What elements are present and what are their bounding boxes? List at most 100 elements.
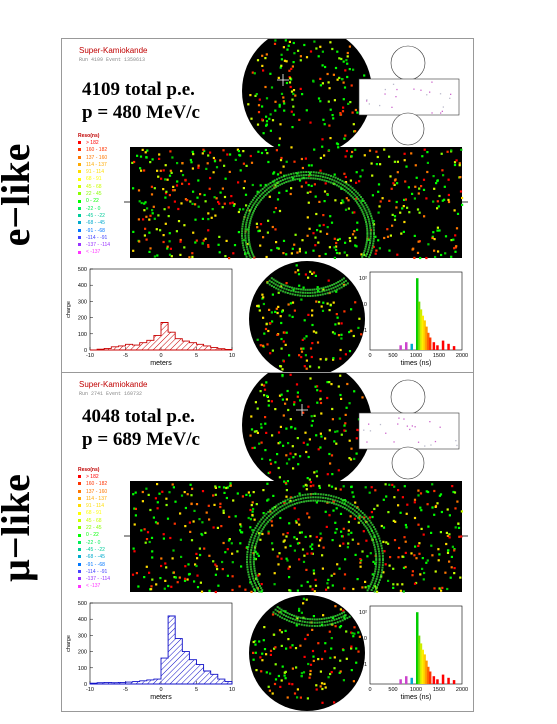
cherenkov-ring-hit <box>372 237 375 240</box>
pmt-hit <box>252 640 255 644</box>
pmt-hit <box>333 99 336 102</box>
pmt-hit <box>249 508 252 512</box>
cherenkov-ring-hit <box>337 281 340 283</box>
cherenkov-ring-hit <box>350 194 353 197</box>
pmt-hit <box>143 528 146 531</box>
time-histogram-bar <box>436 345 439 350</box>
legend-swatch <box>78 482 81 486</box>
cherenkov-ring-hit <box>363 513 366 516</box>
cherenkov-ring-hit <box>369 583 372 586</box>
cherenkov-ring-hit <box>380 547 383 550</box>
pmt-hit <box>414 164 417 167</box>
pmt-hit <box>312 572 316 575</box>
pmt-hit <box>219 159 222 162</box>
pmt-hit <box>261 297 264 300</box>
pmt-hit <box>186 578 189 581</box>
cherenkov-ring-hit <box>355 511 358 514</box>
pmt-hit <box>229 202 232 205</box>
pmt-hit <box>214 493 217 496</box>
pmt-hit <box>383 148 386 151</box>
cherenkov-ring-hit <box>355 196 358 199</box>
od-hit <box>456 444 458 447</box>
cherenkov-ring-hit <box>253 582 256 585</box>
pmt-hit <box>296 542 300 545</box>
pmt-hit <box>371 174 374 177</box>
pmt-hit <box>266 482 269 485</box>
cherenkov-ring-hit <box>244 239 247 242</box>
cherenkov-ring-hit <box>253 579 256 582</box>
pmt-hit <box>208 187 211 190</box>
cherenkov-ring-hit <box>371 523 374 526</box>
cherenkov-ring-hit <box>338 613 341 616</box>
pmt-hit <box>373 507 376 511</box>
pmt-hit <box>350 329 353 333</box>
pmt-hit <box>318 224 321 227</box>
pmt-hit <box>382 526 386 529</box>
pmt-hit <box>162 169 165 172</box>
cherenkov-ring-hit <box>255 524 258 527</box>
pmt-hit <box>280 64 283 67</box>
pmt-hit <box>184 506 187 510</box>
pmt-hit <box>320 537 323 540</box>
cherenkov-ring-hit <box>323 179 326 182</box>
pmt-hit <box>195 503 199 506</box>
cherenkov-ring-hit <box>248 254 251 257</box>
cherenkov-ring-hit <box>316 177 319 180</box>
pmt-hit <box>393 215 397 218</box>
pmt-hit <box>214 573 217 576</box>
pmt-hit <box>285 462 289 465</box>
pmt-hit <box>274 461 277 464</box>
pmt-hit <box>250 504 253 507</box>
pmt-hit <box>300 584 303 587</box>
pmt-hit <box>279 685 282 688</box>
cherenkov-ring-hit <box>297 291 300 294</box>
pmt-hit <box>304 535 307 538</box>
pmt-hit <box>308 438 311 441</box>
cherenkov-ring-hit <box>326 285 329 288</box>
cherenkov-ring-hit <box>325 173 328 176</box>
time-histogram-bar <box>410 343 413 350</box>
pmt-hit <box>319 45 322 48</box>
pmt-hit <box>446 534 449 537</box>
cherenkov-ring-hit <box>241 232 243 235</box>
pmt-hit <box>289 646 292 649</box>
pmt-hit <box>277 431 281 434</box>
pmt-hit <box>275 149 278 152</box>
pmt-hit <box>309 585 312 588</box>
pmt-hit <box>347 207 350 210</box>
pmt-hit <box>149 214 152 217</box>
pmt-hit <box>260 423 263 426</box>
cherenkov-ring-hit <box>247 250 250 253</box>
cherenkov-ring-hit <box>255 586 258 589</box>
cherenkov-ring-hit <box>371 247 374 250</box>
pmt-hit <box>150 536 154 539</box>
pmt-hit <box>426 161 429 164</box>
pmt-hit <box>298 118 301 121</box>
pmt-hit <box>340 535 344 538</box>
time-histogram-bar <box>399 345 402 350</box>
pmt-hit <box>431 506 434 509</box>
pmt-hit <box>181 174 185 177</box>
pmt-hit <box>282 165 285 168</box>
pmt-hit <box>151 578 154 581</box>
cherenkov-ring-hit <box>371 579 374 582</box>
cherenkov-ring-hit <box>369 224 372 227</box>
pmt-hit <box>334 605 337 608</box>
cherenkov-ring-hit <box>334 615 337 617</box>
pmt-hit <box>218 251 221 254</box>
pmt-hit <box>169 247 172 250</box>
time-xtick: 0 <box>368 353 371 359</box>
pmt-hit <box>143 202 146 205</box>
cherenkov-ring-hit <box>254 574 257 577</box>
cherenkov-ring-hit <box>254 545 257 547</box>
cherenkov-ring-hit <box>241 234 243 237</box>
pmt-hit <box>311 628 314 631</box>
pmt-hit <box>339 659 342 662</box>
charge-ytick: 0 <box>84 348 87 354</box>
pmt-hit <box>427 490 430 494</box>
pmt-hit <box>329 462 332 465</box>
pmt-hit <box>304 251 307 254</box>
cherenkov-ring-hit <box>376 573 379 576</box>
cherenkov-ring-hit <box>251 572 253 575</box>
pmt-hit <box>267 685 270 688</box>
